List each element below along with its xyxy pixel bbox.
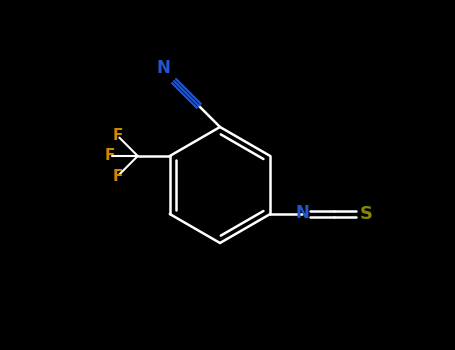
Text: F: F xyxy=(112,169,123,184)
Text: F: F xyxy=(112,128,123,143)
Text: N: N xyxy=(295,204,309,222)
Text: F: F xyxy=(104,148,115,163)
Text: N: N xyxy=(156,59,170,77)
Text: S: S xyxy=(360,205,373,223)
